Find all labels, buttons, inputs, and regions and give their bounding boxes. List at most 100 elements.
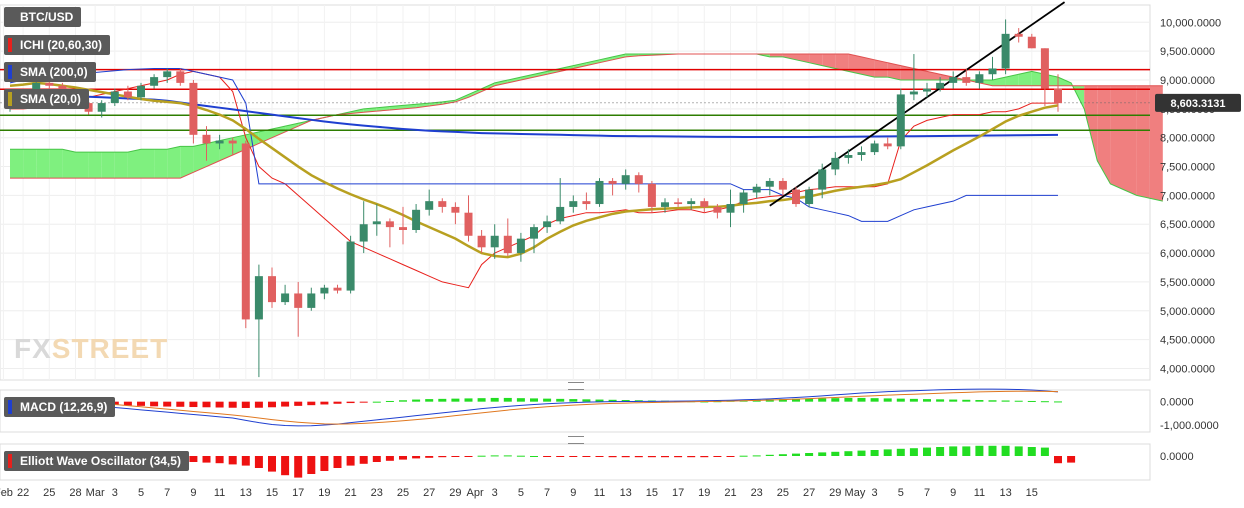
candle-down (123, 91, 132, 98)
macd-signal-line (9, 390, 1059, 425)
legend-ichimoku-swatch (8, 38, 12, 52)
x-tick-label: 29 (449, 487, 461, 499)
macd-histogram-bar (988, 400, 997, 402)
ichimoku-cloud-segment (874, 59, 888, 78)
ewo-histogram-bar (1067, 456, 1076, 463)
ewo-histogram-bar (831, 451, 840, 456)
x-tick-label: 19 (698, 487, 710, 499)
candle-up (765, 180, 774, 187)
legend-ichimoku-label: ICHI (20,60,30) (20, 38, 103, 52)
macd-histogram-bar (936, 399, 945, 402)
ichimoku-cloud-segment (62, 149, 76, 179)
candle-up (307, 293, 316, 308)
macd-panel-frame (0, 389, 1151, 433)
x-tick-label: Feb (0, 487, 13, 499)
macd-histogram-bar (1014, 400, 1023, 402)
candle-down (608, 180, 617, 184)
macd-histogram-bar (464, 398, 473, 402)
candle-down (503, 235, 512, 254)
macd-histogram-bar (477, 398, 486, 402)
x-tick-label: 9 (950, 487, 956, 499)
candle-down (1027, 36, 1036, 49)
ewo-histogram-bar (857, 450, 866, 456)
ewo-histogram-bar (412, 456, 421, 459)
candle-up (936, 82, 945, 89)
macd-histogram-bar (372, 401, 381, 403)
macd-histogram-bar (307, 401, 316, 406)
macd-histogram-bar (962, 399, 971, 402)
ichimoku-cloud-segment (154, 149, 168, 179)
ewo-histogram-bar (202, 456, 211, 463)
y-tick-label: 5,000.0000 (1160, 306, 1215, 318)
candle-up (818, 169, 827, 190)
ewo-histogram-bar (674, 456, 683, 458)
x-tick-label: 15 (1026, 487, 1038, 499)
macd-histogram-bar (1027, 400, 1036, 402)
y-tick-label: 7,000.0000 (1160, 190, 1215, 202)
ewo-histogram-bar (595, 456, 604, 457)
macd-histogram-bar (870, 398, 879, 402)
ewo-histogram-bar (870, 450, 879, 456)
candle-down (1040, 48, 1049, 89)
ewo-histogram-bar (687, 456, 696, 458)
x-tick-label: 13 (620, 487, 632, 499)
macd-y-tick-label: -1,000.0000 (1160, 420, 1219, 432)
macd-histogram-bar (215, 401, 224, 408)
x-tick-label: 3 (112, 487, 118, 499)
ichimoku-cloud-segment (88, 152, 102, 179)
ewo-histogram-bar (543, 456, 552, 457)
candle-down (176, 71, 185, 83)
macd-histogram-bar (949, 399, 958, 402)
ichimoku-cloud-segment (180, 146, 194, 179)
ichimoku-cloud-segment (10, 149, 24, 179)
x-tick-label: 15 (266, 487, 278, 499)
candle-down (399, 227, 407, 230)
panel-resize-handle-ewo[interactable] (568, 436, 584, 444)
ichimoku-cloud-segment (272, 126, 286, 138)
ewo-histogram-bar (661, 456, 669, 458)
ewo-histogram-bar (556, 456, 565, 457)
macd-histogram-bar (805, 398, 814, 402)
ewo-histogram-bar (530, 456, 538, 457)
candle-up (988, 68, 997, 75)
last-price-label: 8,603.3131 (1170, 98, 1225, 110)
macd-histogram-bar (438, 398, 447, 402)
x-tick-label: 25 (777, 487, 789, 499)
macd-histogram-bar (490, 397, 499, 402)
ewo-histogram-bar (962, 446, 971, 456)
candle-down (962, 77, 971, 83)
legend-ichimoku: ICHI (20,60,30) (4, 35, 111, 55)
ewo-histogram-bar (1040, 447, 1049, 456)
ichimoku-cloud-segment (114, 152, 128, 179)
ichimoku-cloud-segment (167, 146, 181, 179)
ichimoku-cloud-segment (835, 54, 849, 72)
ewo-histogram-bar (372, 456, 381, 462)
ewo-histogram-bar (490, 455, 499, 457)
candle-down (464, 212, 473, 236)
ichimoku-cloud-segment (822, 54, 836, 69)
panel-resize-handle-macd[interactable] (568, 382, 584, 390)
ichimoku-cloud-segment (49, 149, 63, 179)
macd-histogram-bar (281, 401, 290, 407)
candle-down (45, 82, 54, 86)
candle-up (909, 91, 918, 95)
ewo-histogram-bar (1014, 446, 1023, 456)
x-tick-label: 15 (646, 487, 658, 499)
legend-ewo-swatch (8, 454, 12, 468)
x-tick-label: 23 (371, 487, 383, 499)
ichimoku-cloud-segment (23, 149, 37, 179)
ichimoku-cloud-segment (1110, 85, 1124, 190)
ichimoku-cloud-segment (101, 152, 115, 179)
ichimoku-cloud-segment (769, 54, 783, 57)
macd-histogram-bar (163, 401, 172, 407)
macd-histogram-bar (346, 401, 355, 404)
candle-up (621, 175, 630, 184)
candle-down (268, 276, 276, 303)
ewo-histogram-bar (346, 456, 355, 466)
macd-histogram-bar (150, 401, 159, 407)
ewo-histogram-bar (923, 447, 931, 456)
legend-title-text: BTC/USD (20, 10, 74, 24)
candle-up (687, 201, 696, 205)
y-tick-label: 5,500.0000 (1160, 277, 1215, 289)
ewo-histogram-bar (896, 448, 905, 456)
